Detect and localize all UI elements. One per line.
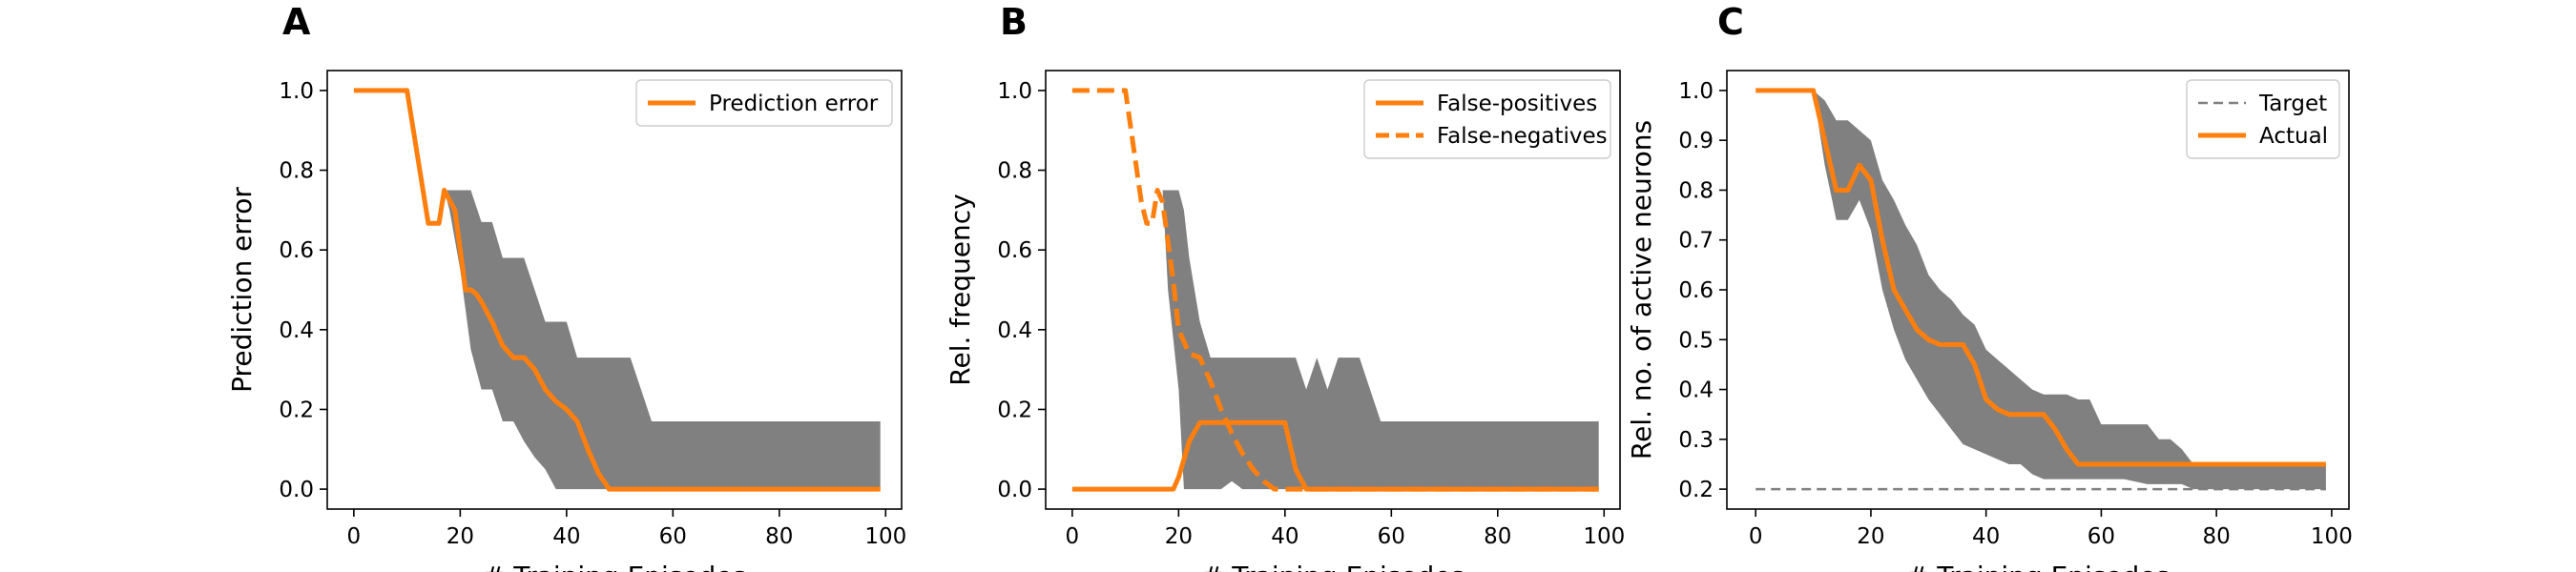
legend-label: Prediction error: [709, 92, 879, 116]
series-line-prediction-error: [353, 88, 881, 492]
plot-area: [353, 88, 881, 492]
y-tick-label: 0.4: [1678, 378, 1714, 403]
legend-label: Actual: [2259, 124, 2328, 149]
variance-band: [1755, 90, 2326, 490]
y-tick-label: 0.7: [1678, 229, 1714, 254]
x-axis-label: # Training Episodes: [483, 561, 746, 572]
legend: Target Actual: [2186, 79, 2340, 159]
panel-letter: C: [1717, 1, 1744, 43]
x-tick-label: 0: [347, 524, 362, 549]
y-tick-label: 0.4: [997, 318, 1032, 343]
x-tick-label: 60: [1378, 524, 1405, 549]
legend-box: [2186, 79, 2340, 159]
variance-band: [1162, 190, 1599, 490]
x-tick-label: 60: [2088, 524, 2115, 549]
y-tick-label: 0.8: [279, 159, 314, 184]
x-tick-label: 80: [2203, 524, 2231, 549]
x-tick-label: 20: [447, 524, 474, 549]
x-tick-label: 40: [1271, 524, 1298, 549]
plot-area: [1755, 88, 2326, 491]
panel-b: B 0 20 40 60 80 100 0.0 0.2 0.4 0.6 0.8 1.0 # Trainin…: [945, 1, 1625, 572]
legend-box: [635, 79, 893, 127]
x-tick-label: 20: [1857, 524, 1884, 549]
panel-c: C 0 20 40 60 80 100 0.2 0.3 0.4 0.5 0.6 0.7 0.8 0.9 1.0…: [1626, 1, 2353, 572]
legend-label: Target: [2258, 92, 2327, 116]
panel-letter: A: [282, 1, 311, 43]
x-axis-label: # Training Episodes: [1906, 561, 2170, 572]
y-tick-label: 0.6: [997, 238, 1032, 263]
axes-frame: [326, 70, 903, 510]
axes-frame: [1045, 70, 1621, 510]
series-line-actual: [1755, 88, 2326, 467]
variance-band: [444, 190, 881, 490]
x-tick-label: 100: [1583, 524, 1625, 549]
legend-label: False-negatives: [1437, 124, 1608, 149]
legend-box: [1363, 79, 1611, 159]
y-tick-label: 0.3: [1678, 428, 1714, 453]
x-tick-label: 60: [659, 524, 687, 549]
panel-a: A 0 20 40 60 80 100 0.0 0.2 0.4 0.6 0.8 1.0 # Trainin…: [226, 1, 906, 572]
series-line-false-positives: [1071, 419, 1599, 492]
x-tick-label: 40: [552, 524, 580, 549]
y-tick-label: 0.9: [1678, 129, 1714, 153]
y-axis-label: Rel. frequency: [945, 194, 976, 385]
y-tick-label: 0.6: [279, 238, 314, 263]
legend-label: False-positives: [1437, 92, 1597, 116]
legend: False-positives False-negatives: [1363, 79, 1611, 159]
y-tick-label: 0.0: [997, 478, 1032, 502]
y-tick-label: 1.0: [1678, 79, 1714, 104]
x-tick-label: 40: [1972, 524, 2000, 549]
x-tick-label: 100: [864, 524, 906, 549]
y-tick-label: 1.0: [997, 79, 1032, 104]
x-tick-label: 100: [2311, 524, 2353, 549]
y-tick-label: 0.0: [279, 478, 314, 502]
y-tick-label: 0.5: [1678, 328, 1714, 353]
y-axis-label: Rel. no. of active neurons: [1626, 120, 1657, 460]
x-tick-label: 80: [765, 524, 793, 549]
plot-area: [1071, 88, 1599, 492]
x-tick-label: 20: [1165, 524, 1193, 549]
y-tick-label: 0.8: [1678, 178, 1714, 203]
y-tick-label: 0.2: [279, 398, 314, 422]
legend: Prediction error: [635, 79, 893, 127]
panel-letter: B: [1000, 1, 1028, 43]
y-tick-label: 1.0: [279, 79, 314, 104]
y-tick-label: 0.6: [1678, 278, 1714, 303]
y-tick-label: 0.2: [997, 398, 1032, 422]
y-tick-label: 0.8: [997, 159, 1032, 184]
x-tick-label: 0: [1066, 524, 1080, 549]
x-axis-label: # Training Episodes: [1201, 561, 1465, 572]
y-tick-label: 0.2: [1678, 478, 1714, 502]
x-tick-label: 0: [1749, 524, 1763, 549]
y-axis-label: Prediction error: [226, 187, 258, 393]
series-line-false-negatives: [1071, 88, 1599, 492]
x-tick-label: 80: [1484, 524, 1511, 549]
y-tick-label: 0.4: [279, 318, 314, 343]
